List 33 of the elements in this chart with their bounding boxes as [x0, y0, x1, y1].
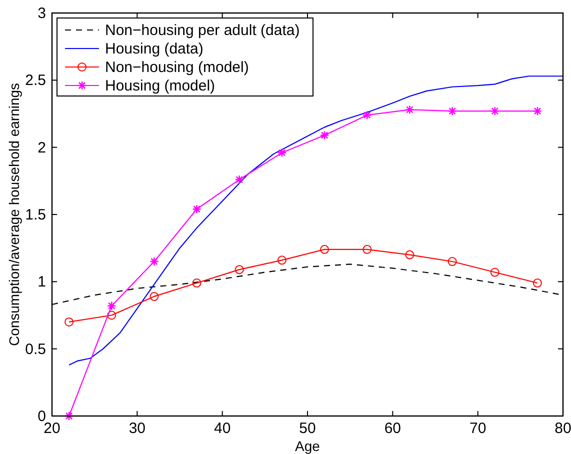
x-tick-label: 60 — [384, 420, 402, 437]
point — [192, 278, 202, 288]
point — [277, 256, 286, 265]
x-tick-label: 40 — [214, 420, 231, 437]
point — [320, 244, 330, 254]
x-tick-label: 70 — [469, 420, 486, 437]
x-tick-label: 50 — [299, 420, 316, 437]
x-axis-title: Age — [295, 438, 320, 454]
line-series — [68, 76, 564, 366]
legend-label: Non−housing per adult (data) — [105, 22, 300, 39]
y-axis-title: Consumption/average household earnings — [6, 82, 22, 346]
point — [64, 317, 74, 326]
y-tick-label: 0.5 — [25, 340, 46, 358]
y-tick-label: 2 — [38, 139, 46, 156]
x-tick-label: 30 — [128, 420, 146, 437]
y-tick-label: 0 — [38, 408, 46, 425]
y-tick-label: 3 — [38, 5, 46, 22]
point — [234, 265, 244, 274]
point — [490, 268, 500, 277]
y-tick-label: 2.5 — [25, 72, 46, 90]
point — [448, 257, 457, 266]
point — [532, 278, 542, 288]
point — [150, 292, 159, 301]
y-tick-label: 1.5 — [25, 206, 46, 224]
point — [405, 250, 414, 260]
x-tick-label: 80 — [554, 420, 571, 437]
y-tick-label: 1 — [38, 274, 46, 291]
legend-label: Housing (data) — [105, 40, 204, 58]
legend-label: Non−housing (model) — [105, 59, 249, 76]
point — [362, 244, 372, 254]
legend-label: Housing (model) — [105, 78, 216, 94]
point — [107, 310, 116, 320]
x-tick-label: 20 — [44, 420, 60, 437]
